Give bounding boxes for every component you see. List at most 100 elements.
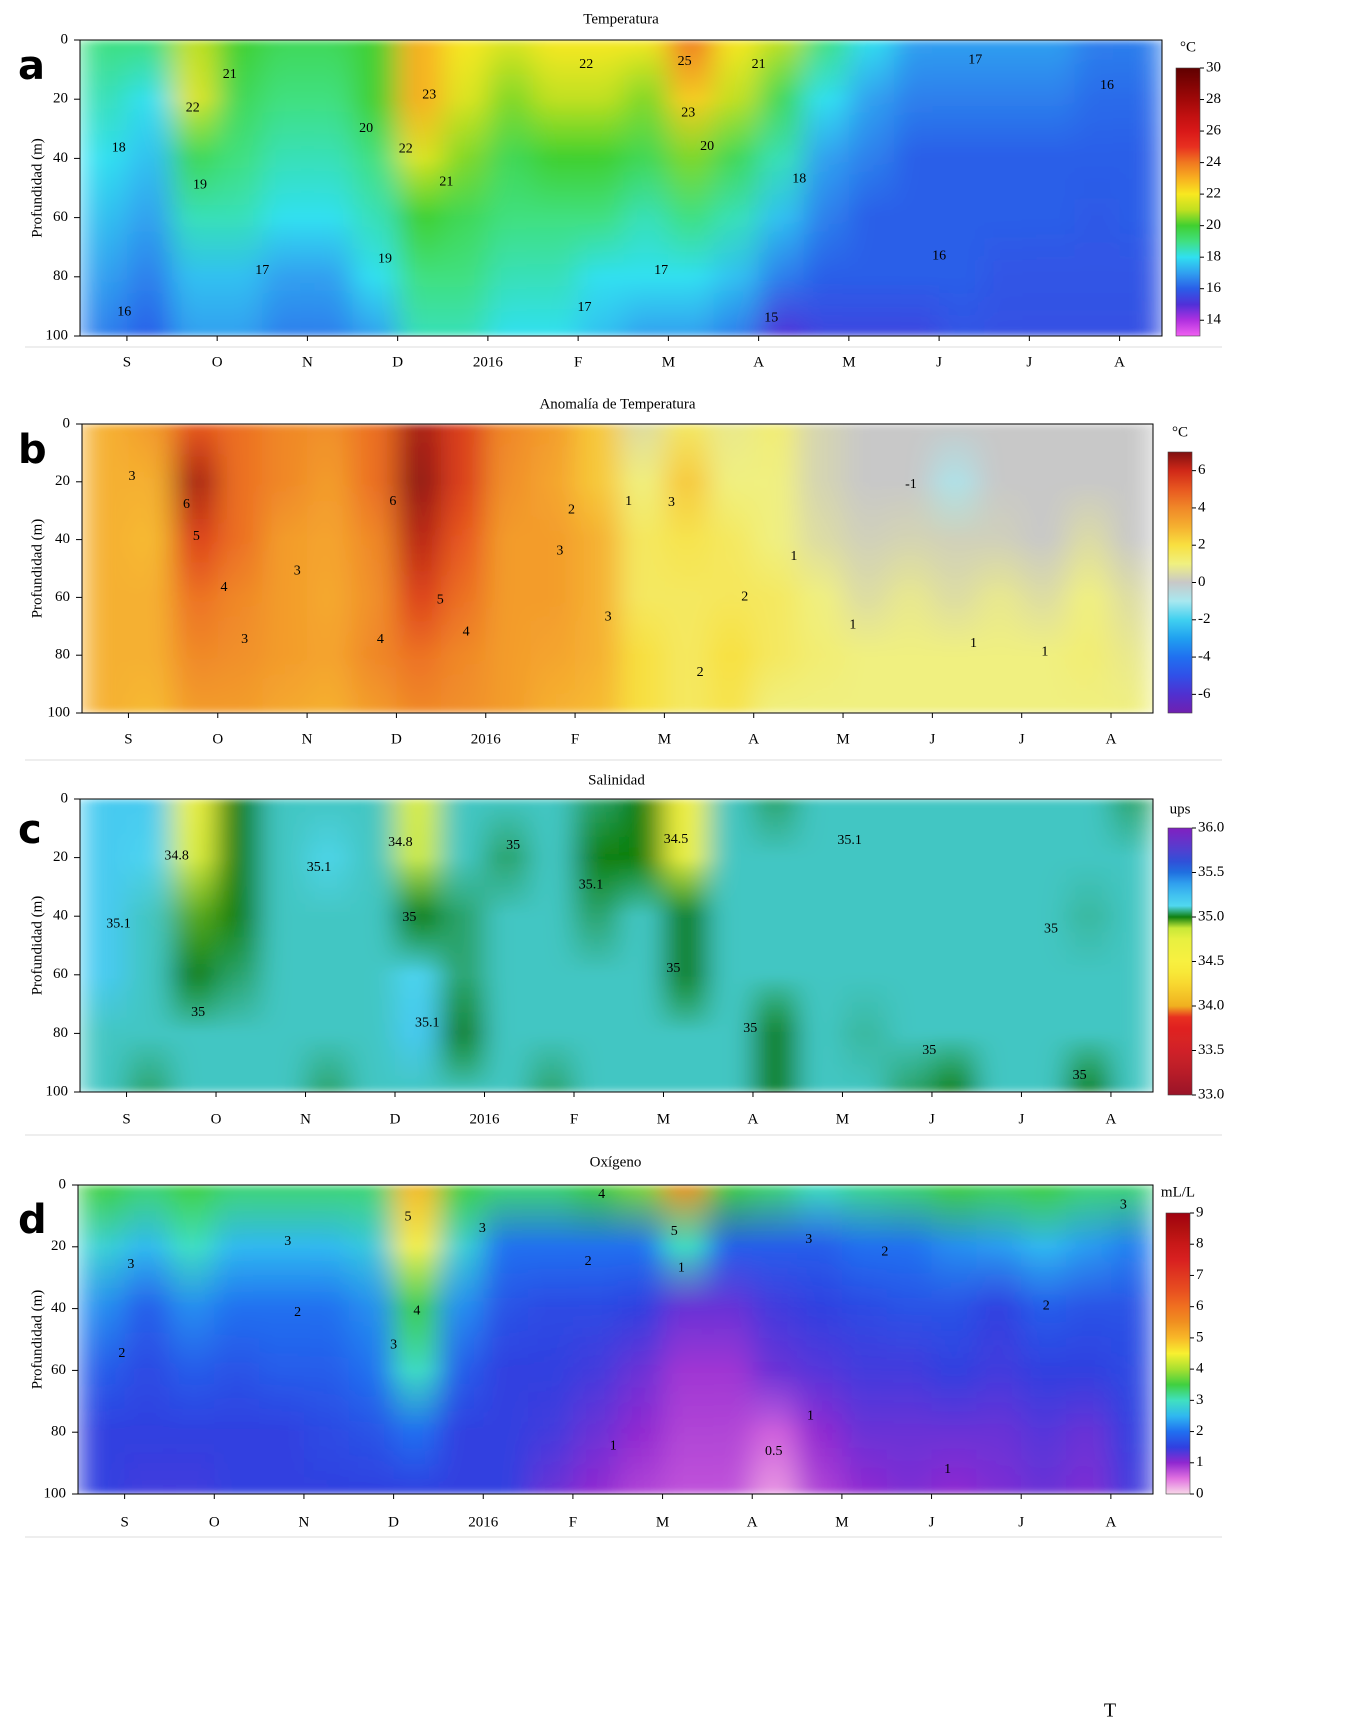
colorbar-tick-label: 16	[1206, 280, 1222, 296]
field-column	[931, 1185, 977, 1494]
contour-label: 35	[191, 1005, 205, 1020]
field-column	[843, 424, 889, 713]
panel-letter: d	[18, 1197, 47, 1243]
colorbar-tick-label: 5	[1196, 1329, 1204, 1345]
field-column	[169, 1185, 215, 1494]
x-tick-label: O	[212, 731, 223, 747]
field-column	[797, 799, 843, 1092]
field-column	[80, 40, 128, 336]
colorbar-tick-label: 35.0	[1198, 908, 1224, 924]
contour-label: 3	[129, 469, 136, 484]
contour-label: 2	[1043, 1298, 1050, 1313]
field-column	[1021, 1185, 1067, 1494]
contour-label: 25	[678, 54, 692, 69]
panel-letter: c	[18, 807, 42, 853]
x-tick-label: M	[842, 354, 855, 370]
field-column	[217, 40, 263, 336]
contour-label: 3	[479, 1221, 486, 1236]
field-column	[259, 1185, 305, 1494]
x-tick-label: N	[302, 731, 313, 747]
contour-label: 17	[654, 263, 668, 278]
y-tick-label: 100	[44, 1485, 67, 1501]
x-tick-label: 2016	[470, 1111, 501, 1127]
field-column	[214, 1185, 260, 1494]
x-tick-label: 2016	[468, 1514, 499, 1530]
field-column	[1119, 40, 1163, 336]
field-column	[893, 40, 940, 336]
field-column	[841, 1185, 888, 1494]
field-column	[713, 40, 760, 336]
contour-label: 15	[764, 310, 778, 325]
x-tick-label: A	[747, 1514, 758, 1530]
field-column	[1066, 1185, 1112, 1494]
field-column	[1110, 1185, 1154, 1494]
colorbar	[1167, 827, 1193, 1096]
y-tick-label: 60	[51, 1362, 66, 1378]
colorbar-tick-label: 1	[1196, 1454, 1204, 1470]
field-column	[939, 40, 985, 336]
field-column	[623, 40, 669, 336]
field-column	[662, 1185, 708, 1494]
colorbar-tick-label: 0	[1196, 1485, 1204, 1501]
colorbar-tick-label: -6	[1198, 686, 1211, 702]
y-tick-label: 80	[55, 647, 70, 663]
x-tick-label: F	[570, 1111, 578, 1127]
contour-label: 22	[399, 142, 413, 157]
contour-label: 3	[294, 563, 301, 578]
field-column	[752, 799, 799, 1092]
x-tick-label: J	[936, 354, 942, 370]
contour-label: 2	[697, 665, 704, 680]
x-tick-label: A	[1105, 1514, 1116, 1530]
contour-label: 3	[127, 1257, 134, 1272]
contour-label: 22	[579, 57, 593, 72]
colorbar-tick-label: 22	[1206, 186, 1221, 202]
x-tick-label: O	[209, 1514, 220, 1530]
x-tick-label: S	[123, 354, 131, 370]
x-tick-label: J	[929, 731, 935, 747]
field-column	[441, 424, 487, 713]
field-column	[487, 40, 534, 336]
contour-label: 21	[439, 174, 453, 189]
contour-label: 35	[1044, 921, 1058, 936]
x-tick-label: D	[392, 354, 403, 370]
colorbar-tick-label: 14	[1206, 312, 1222, 328]
contour-label: 1	[849, 617, 856, 632]
colorbar-tick-label: -2	[1198, 611, 1211, 627]
field-column	[397, 40, 444, 336]
contour-label: 23	[422, 87, 436, 102]
contour-label: 22	[186, 100, 200, 115]
x-tick-label: A	[1114, 354, 1125, 370]
contour-label: 2	[741, 590, 748, 605]
x-tick-label: F	[569, 1514, 577, 1530]
contour-label: 4	[413, 1303, 420, 1318]
field-column	[931, 799, 978, 1092]
field-column	[528, 1185, 574, 1494]
contour-label: 35	[1073, 1068, 1087, 1083]
field-column	[663, 799, 709, 1092]
contour-label: 2	[568, 502, 575, 517]
field-column	[758, 40, 805, 336]
contour-label: 19	[193, 177, 207, 192]
y-tick-label: 40	[53, 908, 68, 924]
colorbar-tick-label: 36.0	[1198, 819, 1224, 835]
field-column	[578, 40, 624, 336]
field-column	[664, 424, 710, 713]
contour-label: 20	[359, 121, 373, 136]
colorbar-tick-label: 33.5	[1198, 1042, 1224, 1058]
contour-label: 4	[221, 580, 228, 595]
x-tick-label: M	[836, 731, 849, 747]
field-column	[351, 424, 397, 713]
field-column	[842, 799, 888, 1092]
field-column	[932, 424, 978, 713]
field-column	[395, 799, 441, 1092]
contour-label: 6	[183, 497, 190, 512]
contour-label: 18	[792, 171, 806, 186]
contour-label: 17	[577, 300, 591, 315]
colorbar-tick-label: 6	[1198, 462, 1206, 478]
field-column	[439, 799, 486, 1092]
field-column	[1021, 424, 1067, 713]
field	[80, 40, 1163, 336]
field-column	[798, 424, 844, 713]
field-column	[173, 424, 219, 713]
x-tick-label: N	[302, 354, 313, 370]
